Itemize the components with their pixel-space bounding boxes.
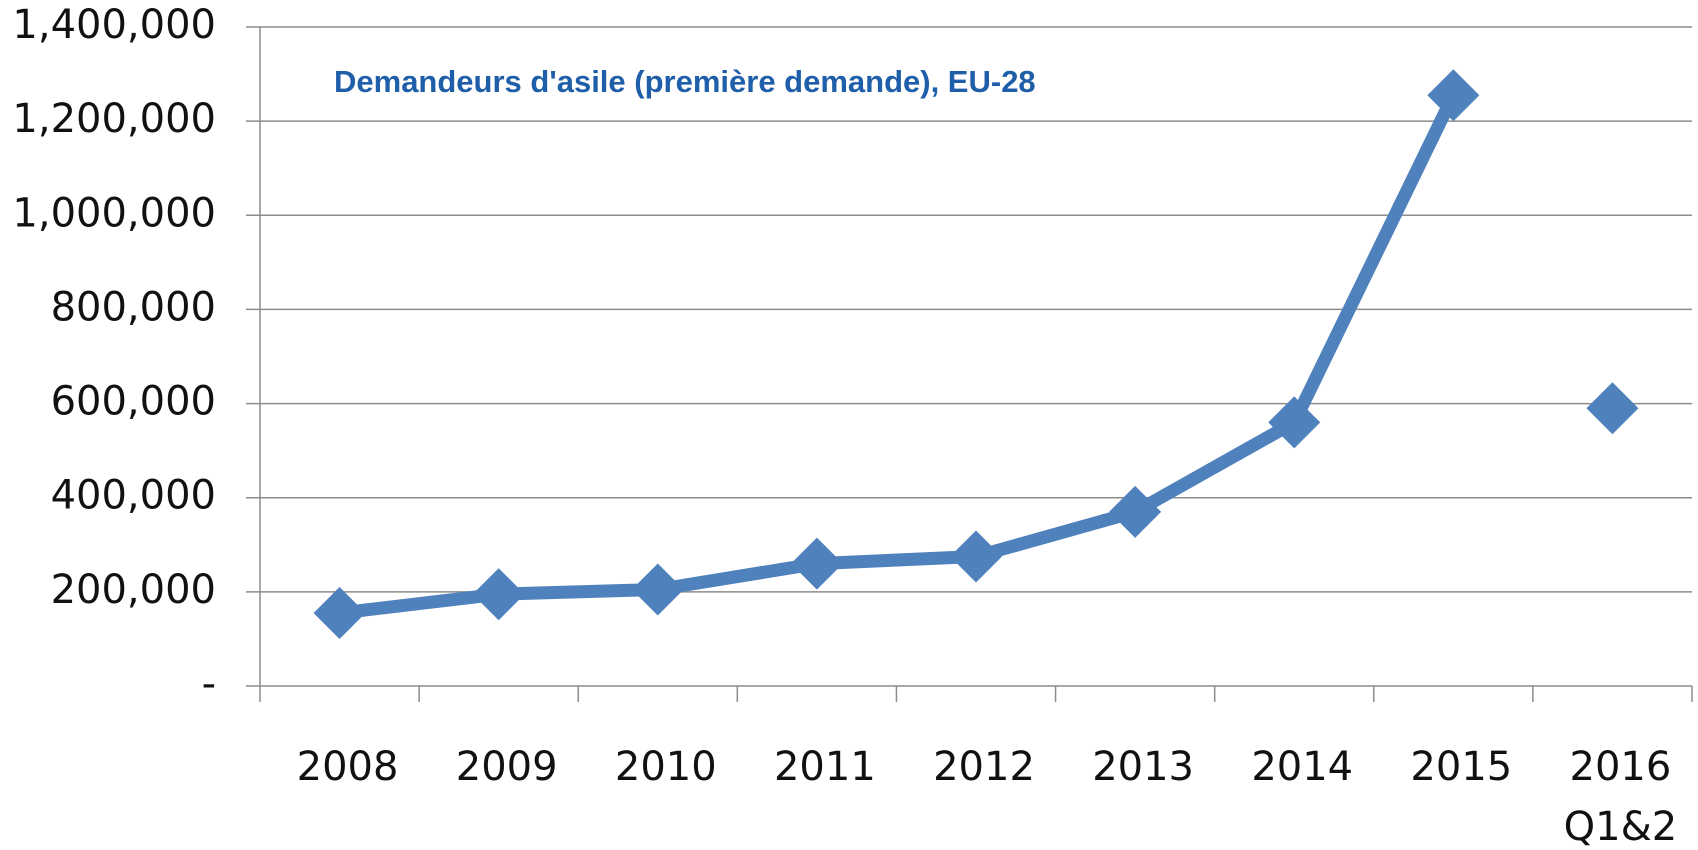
plot bbox=[313, 69, 1639, 640]
x-tick-label: 2012 bbox=[933, 744, 1035, 790]
data-point bbox=[1268, 396, 1321, 449]
data-point bbox=[472, 568, 525, 621]
y-tick-label: 200,000 bbox=[51, 567, 216, 613]
y-tick-label: 800,000 bbox=[51, 284, 216, 330]
data-point bbox=[631, 563, 684, 616]
x-tick-label: 2011 bbox=[774, 744, 876, 790]
x-tick-label: 2013 bbox=[1092, 744, 1194, 790]
data-point bbox=[1109, 485, 1162, 538]
chart-title: Demandeurs d'asile (première demande), E… bbox=[334, 64, 1036, 99]
data-point bbox=[1427, 69, 1480, 122]
data-point bbox=[790, 537, 843, 590]
x-tick-label: 2016 Q1&2 bbox=[1564, 744, 1678, 850]
data-point bbox=[1586, 382, 1639, 435]
x-tick-label: 2015 bbox=[1410, 744, 1512, 790]
y-tick-label: 1,200,000 bbox=[12, 96, 216, 142]
y-tick-label: 1,000,000 bbox=[12, 190, 216, 236]
y-tick-label: - bbox=[202, 661, 216, 707]
y-tick-label: 1,400,000 bbox=[12, 2, 216, 48]
data-point bbox=[313, 587, 366, 640]
data-point bbox=[950, 530, 1002, 583]
x-tick-label: 2014 bbox=[1251, 744, 1353, 790]
y-tick-label: 600,000 bbox=[51, 379, 216, 425]
x-tick-label: 2009 bbox=[456, 744, 558, 790]
y-tick-label: 400,000 bbox=[51, 473, 216, 519]
x-tick-label: 2008 bbox=[297, 744, 399, 790]
x-tick-label: 2010 bbox=[615, 744, 717, 790]
series-line bbox=[338, 92, 1460, 620]
